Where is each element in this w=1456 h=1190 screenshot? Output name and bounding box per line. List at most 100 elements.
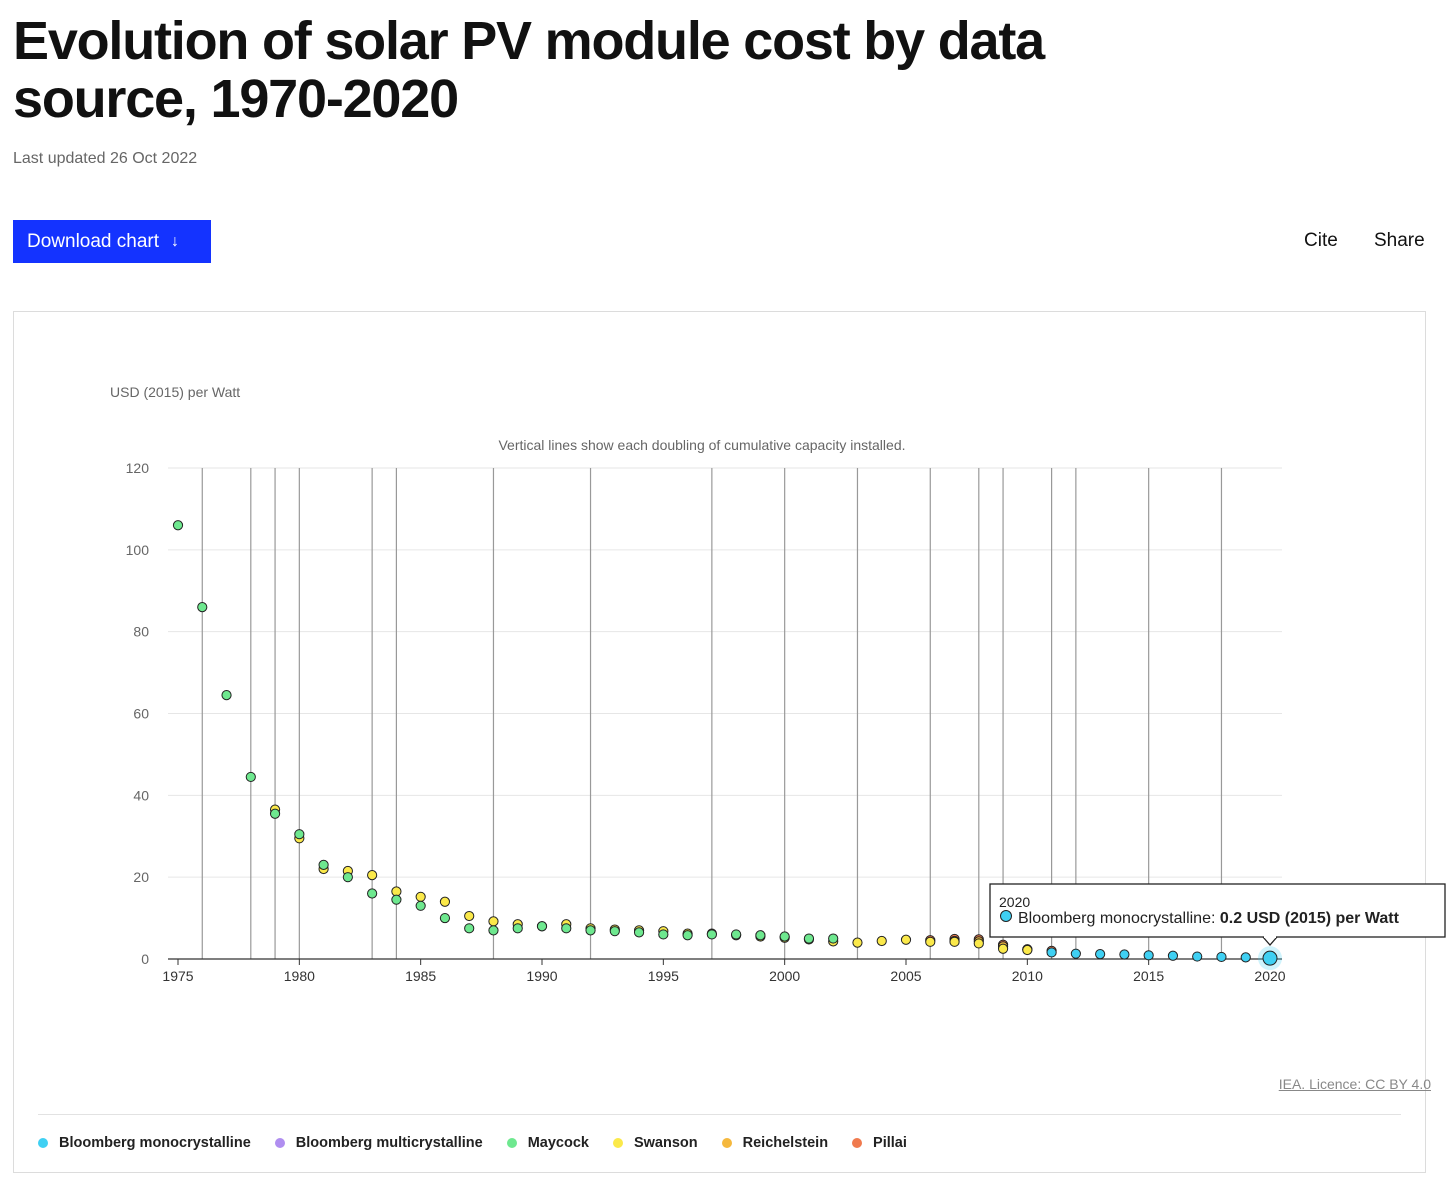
point-swanson[interactable] (925, 936, 936, 947)
chart-panel (13, 311, 1426, 1173)
legend-item-swanson[interactable]: Swanson (612, 1135, 698, 1151)
y-tick-label: 0 (141, 951, 149, 967)
tooltip-series-dot (1000, 910, 1012, 922)
share-link[interactable]: Share (1374, 230, 1425, 251)
point-swanson[interactable] (464, 910, 475, 922)
point-maycock[interactable] (512, 923, 523, 934)
point-maycock[interactable] (197, 602, 208, 613)
point-swanson[interactable] (415, 891, 426, 902)
legend-divider (38, 1114, 1401, 1115)
point-maycock[interactable] (731, 929, 742, 940)
tooltip-box (989, 883, 1446, 938)
x-tick-label: 1990 (526, 968, 557, 984)
download-chart-button[interactable]: Download chart ↓ (13, 220, 211, 263)
legend-label: Reichelstein (742, 1135, 829, 1151)
point-maycock[interactable] (633, 927, 645, 938)
legend-label: Maycock (527, 1135, 589, 1151)
legend-dot (852, 1138, 863, 1148)
point-swanson[interactable] (488, 916, 499, 927)
y-tick-label: 120 (126, 460, 150, 476)
tooltip-year: 2020 (999, 894, 1030, 910)
y-axis-label: USD (2015) per Watt (110, 384, 240, 400)
point-swanson[interactable] (949, 936, 960, 947)
point-swanson[interactable] (997, 943, 1009, 954)
chart-annotation: Vertical lines show each doubling of cum… (498, 437, 905, 453)
legend-dot (721, 1138, 732, 1148)
point-maycock[interactable] (245, 771, 256, 783)
legend-item-maycock[interactable]: Maycock (506, 1135, 589, 1151)
point-maycock[interactable] (269, 808, 281, 819)
y-tick-label: 80 (133, 624, 149, 640)
point-maycock[interactable] (391, 894, 402, 905)
point-bloomberg-monocrystalline[interactable] (1119, 949, 1130, 960)
x-tick-label: 2020 (1254, 968, 1285, 984)
point-maycock[interactable] (561, 923, 572, 934)
tooltip-series-name: Bloomberg monocrystalline: 0.2 USD (2015… (1018, 910, 1400, 927)
cite-link[interactable]: Cite (1304, 230, 1338, 251)
point-swanson[interactable] (439, 896, 451, 907)
legend-dot (612, 1138, 623, 1148)
y-tick-label: 100 (126, 542, 150, 558)
point-maycock[interactable] (294, 829, 305, 840)
point-bloomberg-monocrystalline[interactable] (1216, 951, 1227, 963)
point-maycock[interactable] (415, 900, 426, 911)
point-swanson[interactable] (367, 870, 378, 881)
point-swanson[interactable] (973, 938, 984, 949)
point-maycock[interactable] (439, 912, 451, 924)
point-maycock[interactable] (779, 931, 790, 942)
x-tick-label: 1995 (648, 968, 679, 984)
arrow-down-icon: ↓ (171, 232, 180, 250)
legend-label: Swanson (633, 1135, 698, 1151)
point-maycock[interactable] (342, 872, 353, 883)
legend-item-bloomberg-monocrystalline[interactable]: Bloomberg monocrystalline (38, 1135, 251, 1151)
point-swanson[interactable] (876, 935, 887, 947)
y-tick-label: 60 (133, 706, 149, 722)
point-maycock[interactable] (585, 925, 596, 936)
download-chart-label: Download chart (27, 230, 160, 252)
point-maycock[interactable] (172, 520, 184, 531)
x-tick-label: 1975 (162, 968, 193, 984)
point-swanson[interactable] (900, 934, 912, 945)
point-bloomberg-monocrystalline[interactable] (1192, 951, 1203, 962)
point-bloomberg-monocrystalline[interactable] (1046, 947, 1057, 958)
legend-label: Pillai (873, 1135, 907, 1151)
tooltip-value: 0.2 USD (2015) per Watt (1220, 910, 1400, 927)
point-maycock[interactable] (609, 926, 620, 937)
last-updated: Last updated 26 Oct 2022 (13, 150, 198, 167)
hover-point[interactable] (1262, 950, 1278, 966)
point-maycock[interactable] (658, 929, 669, 940)
legend-dot (274, 1138, 285, 1148)
point-maycock[interactable] (706, 929, 717, 940)
legend-item-reichelstein[interactable]: Reichelstein (721, 1135, 829, 1151)
point-maycock[interactable] (828, 933, 839, 944)
x-tick-label: 2005 (890, 968, 921, 984)
legend-dot (38, 1138, 48, 1148)
point-bloomberg-monocrystalline[interactable] (1240, 952, 1251, 963)
point-maycock[interactable] (755, 930, 766, 941)
point-maycock[interactable] (488, 925, 499, 936)
point-maycock[interactable] (318, 859, 329, 870)
point-maycock[interactable] (464, 923, 475, 934)
point-bloomberg-monocrystalline[interactable] (1143, 950, 1154, 961)
point-maycock[interactable] (536, 921, 548, 932)
point-swanson[interactable] (1022, 944, 1033, 956)
legend-item-pillai[interactable]: Pillai (852, 1135, 907, 1151)
point-maycock[interactable] (803, 933, 815, 944)
point-maycock[interactable] (682, 930, 693, 941)
x-tick-label: 1980 (284, 968, 315, 984)
legend-label: Bloomberg multicrystalline (295, 1135, 483, 1151)
point-swanson[interactable] (852, 937, 863, 948)
y-tick-label: 20 (133, 869, 149, 885)
licence-link[interactable]: IEA. Licence: CC BY 4.0 (1278, 1076, 1431, 1092)
point-bloomberg-monocrystalline[interactable] (1167, 950, 1179, 961)
x-tick-label: 1985 (405, 968, 436, 984)
point-bloomberg-monocrystalline[interactable] (1095, 948, 1106, 960)
point-bloomberg-monocrystalline[interactable] (1070, 948, 1081, 959)
point-maycock[interactable] (367, 888, 378, 899)
x-tick-label: 2015 (1133, 968, 1164, 984)
y-tick-label: 40 (133, 787, 149, 803)
legend-item-bloomberg-multicrystalline[interactable]: Bloomberg multicrystalline (274, 1135, 483, 1151)
tooltip-pointer (1262, 936, 1278, 946)
point-maycock[interactable] (221, 689, 232, 701)
